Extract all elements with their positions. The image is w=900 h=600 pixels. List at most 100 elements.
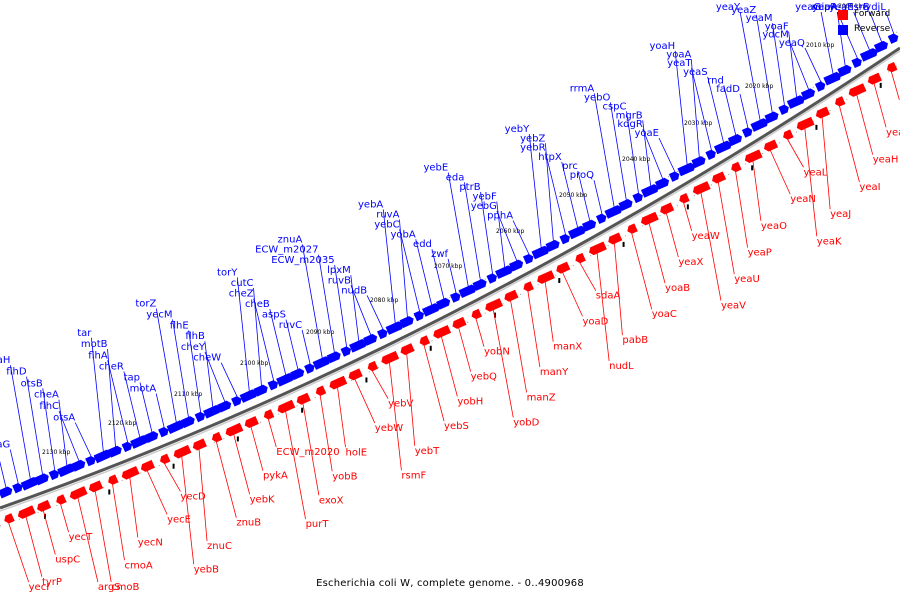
gene-arrow-yebk[interactable] bbox=[224, 422, 244, 437]
gene-arrow-cmob[interactable] bbox=[88, 480, 104, 494]
gene-arrow-exox[interactable] bbox=[295, 392, 311, 406]
gene-arrow-proq[interactable] bbox=[595, 213, 607, 225]
gene-arrow-yeaq[interactable] bbox=[814, 80, 826, 92]
gene-arrow-yeax[interactable] bbox=[659, 202, 675, 216]
gene-arrow-yece[interactable] bbox=[140, 459, 156, 473]
gene-label-many[interactable]: manY bbox=[540, 367, 569, 378]
gene-arrow-znub[interactable] bbox=[211, 431, 223, 443]
gene-label-yeaz[interactable]: yeaZ bbox=[731, 5, 756, 16]
gene-arrow-chea[interactable] bbox=[57, 463, 76, 478]
gene-label-yoad[interactable]: yoaD bbox=[583, 316, 609, 327]
gene-arrow-yebe[interactable] bbox=[458, 284, 478, 299]
gene-arrow-yebs[interactable] bbox=[418, 335, 431, 347]
gene-label-cspc[interactable]: cspC bbox=[602, 101, 626, 112]
gene-label-yeaw[interactable]: yeaW bbox=[692, 231, 720, 242]
gene-arrow-yebc[interactable] bbox=[413, 310, 425, 322]
gene-label-yoaf[interactable]: yoaF bbox=[765, 21, 789, 32]
gene-arrow-yeau[interactable] bbox=[711, 171, 727, 185]
gene-arrow-yebw[interactable] bbox=[347, 368, 363, 382]
gene-arrow-fadd[interactable] bbox=[741, 126, 753, 138]
gene-arrow-arah[interactable] bbox=[20, 476, 40, 491]
gene-label-yeal[interactable]: yeaL bbox=[804, 167, 828, 178]
gene-label-yobn[interactable]: yobN bbox=[484, 347, 510, 358]
gene-label-yobh[interactable]: yobH bbox=[457, 396, 483, 407]
gene-arrow-yebb[interactable] bbox=[172, 444, 192, 459]
gene-label-sdaa[interactable]: sdaA bbox=[596, 291, 621, 302]
gene-arrow-yeby[interactable] bbox=[531, 245, 551, 260]
gene-label-tyrp[interactable]: tyrP bbox=[42, 577, 62, 588]
gene-arrow-tory[interactable] bbox=[239, 388, 259, 403]
gene-arrow-yobd[interactable] bbox=[484, 298, 503, 312]
gene-arrow-nudl[interactable] bbox=[588, 241, 607, 256]
gene-label-yebf[interactable]: yebF bbox=[473, 191, 497, 202]
gene-label-yeag[interactable]: yeaG bbox=[886, 127, 900, 138]
gene-arrow-yeah[interactable] bbox=[847, 83, 867, 98]
gene-label-year[interactable]: yeaR bbox=[812, 2, 837, 13]
gene-label-pyka[interactable]: pykA bbox=[263, 471, 288, 482]
gene-label-ecw-m2027[interactable]: ECW_m2027 bbox=[255, 245, 318, 256]
gene-label-yoab[interactable]: yoaB bbox=[665, 283, 690, 294]
gene-label-yecd[interactable]: yecD bbox=[180, 491, 206, 502]
gene-arrow-yeag[interactable] bbox=[823, 71, 843, 86]
gene-label-yebb[interactable]: yebB bbox=[194, 564, 219, 575]
gene-arrow-yeaj[interactable] bbox=[815, 106, 831, 120]
gene-label-yeav[interactable]: yeaV bbox=[721, 301, 746, 312]
gene-arrow-yeat[interactable] bbox=[705, 149, 717, 161]
gene-arrow-mota[interactable] bbox=[158, 426, 169, 438]
gene-label-ecw-m2020[interactable]: ECW_m2020 bbox=[276, 447, 339, 458]
gene-arrow-yobn[interactable] bbox=[470, 308, 483, 320]
gene-label-yoaa[interactable]: yoaA bbox=[666, 50, 691, 61]
gene-arrow-yeal[interactable] bbox=[782, 129, 794, 141]
gene-label-yeau[interactable]: yeaU bbox=[734, 274, 760, 285]
gene-label-yebs[interactable]: yebS bbox=[444, 421, 469, 432]
gene-arrow-yeav[interactable] bbox=[692, 181, 711, 195]
gene-arrow-cheb[interactable] bbox=[276, 372, 295, 387]
gene-arrow-yebr[interactable] bbox=[559, 233, 571, 245]
gene-label-cheb[interactable]: cheB bbox=[245, 299, 270, 310]
gene-label-rnd[interactable]: rnd bbox=[707, 75, 724, 86]
gene-arrow-yebf[interactable] bbox=[495, 264, 514, 279]
gene-label-manz[interactable]: manZ bbox=[527, 392, 556, 403]
gene-arrow-htpx[interactable] bbox=[567, 225, 587, 240]
gene-label-yoba[interactable]: yobA bbox=[391, 229, 416, 240]
gene-label-yeay[interactable]: yeaY bbox=[716, 2, 741, 13]
gene-arrow-cmoa[interactable] bbox=[107, 474, 119, 486]
gene-label-nudb[interactable]: nudB bbox=[341, 285, 367, 296]
gene-arrow-znua[interactable] bbox=[312, 355, 332, 370]
gene-arrow-znuc[interactable] bbox=[191, 438, 207, 452]
gene-arrow-yebt[interactable] bbox=[399, 343, 415, 356]
gene-arrow-yecn[interactable] bbox=[120, 465, 140, 480]
gene-arrow-yeam[interactable] bbox=[778, 104, 790, 115]
gene-arrow-rsmf[interactable] bbox=[380, 350, 400, 365]
gene-arrow-manx[interactable] bbox=[536, 270, 555, 285]
gene-arrow-ptrb[interactable] bbox=[486, 272, 498, 284]
gene-label-ydcm[interactable]: ydcM bbox=[762, 30, 788, 41]
gene-label-htpx[interactable]: htpX bbox=[538, 152, 562, 163]
gene-arrow-tar[interactable] bbox=[93, 449, 113, 464]
gene-label-flhc[interactable]: flhC bbox=[39, 401, 59, 412]
gene-label-chez[interactable]: cheZ bbox=[229, 289, 254, 300]
gene-arrow-yeap[interactable] bbox=[730, 161, 742, 173]
gene-label-args[interactable]: argS bbox=[98, 582, 121, 593]
gene-label-yoah[interactable]: yoaH bbox=[649, 41, 675, 52]
gene-arrow-lpxm[interactable] bbox=[349, 338, 368, 353]
gene-arrow-yoaf[interactable] bbox=[786, 94, 806, 109]
gene-label-tory[interactable]: torY bbox=[217, 267, 238, 278]
gene-label-yeas[interactable]: yeaS bbox=[683, 67, 708, 78]
gene-label-arag[interactable]: araG bbox=[0, 440, 10, 451]
gene-label-fadd[interactable]: fadD bbox=[716, 84, 740, 95]
gene-arrow-otsa[interactable] bbox=[85, 455, 96, 467]
gene-arrow-ydjl[interactable] bbox=[887, 33, 899, 44]
gene-label-yebg[interactable]: yebG bbox=[471, 201, 497, 212]
gene-arrow-hole[interactable] bbox=[328, 375, 348, 390]
gene-label-yeae[interactable]: yeaE bbox=[829, 2, 854, 13]
gene-label-prc[interactable]: prc bbox=[562, 161, 578, 172]
gene-arrow-yobb[interactable] bbox=[314, 385, 327, 397]
gene-arrow-mgrb[interactable] bbox=[640, 183, 660, 198]
gene-label-cmob[interactable]: cmoB bbox=[111, 582, 139, 593]
gene-arrow-flhe[interactable] bbox=[194, 411, 206, 423]
gene-label-chey[interactable]: cheY bbox=[181, 342, 206, 353]
gene-label-msrb[interactable]: msrB bbox=[844, 2, 870, 13]
gene-label-flhe[interactable]: flhE bbox=[170, 320, 189, 331]
gene-arrow-chew[interactable] bbox=[231, 395, 242, 407]
